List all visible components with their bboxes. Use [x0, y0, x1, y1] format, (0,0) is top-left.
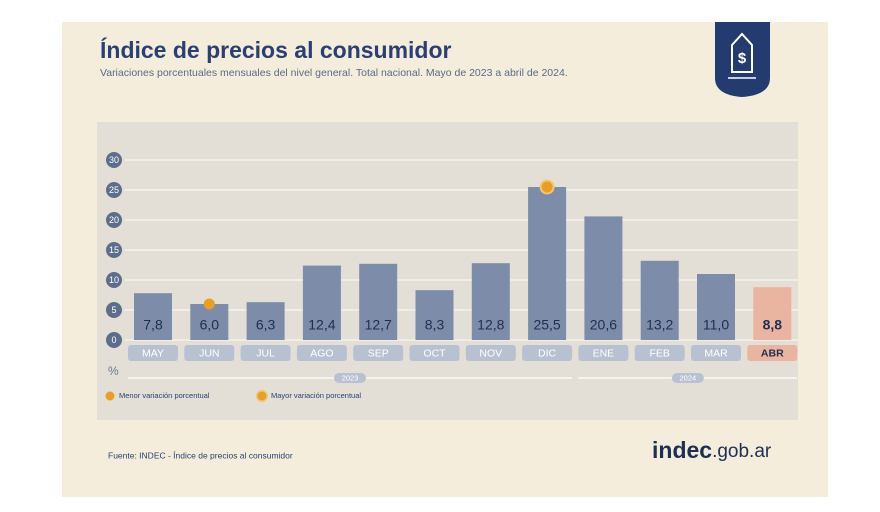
y-tick-label: 0 [111, 335, 116, 345]
value-label: 11,0 [703, 317, 729, 333]
x-tick-label: DIC [538, 347, 557, 359]
x-tick-label: FEB [649, 347, 669, 359]
category-pill [240, 345, 291, 361]
x-tick-label: NOV [479, 347, 502, 359]
value-label: 8,3 [425, 317, 445, 333]
brand-suffix: .gob.ar [712, 441, 772, 462]
category-pill [296, 345, 347, 361]
category-pill [634, 345, 685, 361]
bar [584, 216, 623, 340]
bar [697, 274, 735, 340]
bar [640, 260, 679, 340]
x-tick-label: OCT [423, 347, 446, 359]
bar [190, 304, 229, 340]
brand-main: indec [652, 437, 712, 463]
max-marker [541, 181, 553, 193]
y-tick-badge [106, 212, 122, 228]
category-pill [522, 345, 573, 361]
bar [471, 263, 510, 340]
bar [753, 287, 792, 340]
category-pill [409, 345, 460, 361]
category-pill [184, 345, 235, 361]
value-label: 12,8 [477, 317, 504, 333]
category-pill [128, 345, 178, 361]
x-tick-label: AGO [310, 347, 333, 359]
y-tick-badge [106, 242, 122, 258]
svg-text:$: $ [738, 50, 747, 67]
x-tick-label: ENE [593, 347, 615, 359]
group-label: 2024 [680, 373, 697, 382]
chart-subtitle: Variaciones porcentuales mensuales del n… [100, 67, 568, 79]
group-pill [671, 373, 704, 383]
y-tick-badge [106, 182, 122, 198]
category-pill [465, 345, 516, 361]
x-tick-label: MAR [704, 347, 728, 359]
category-pill [691, 345, 741, 361]
y-tick-badge [106, 152, 122, 168]
y-tick-badge [106, 302, 122, 318]
x-tick-label: JUN [199, 347, 219, 359]
y-tick-label: 15 [109, 245, 119, 255]
value-label: 12,7 [365, 317, 392, 333]
category-pill [747, 345, 798, 361]
legend-swatch [257, 391, 267, 401]
x-tick-label: SEP [368, 347, 389, 359]
x-tick-label: ABR [761, 347, 784, 359]
y-tick-label: 20 [109, 215, 119, 225]
y-tick-label: 10 [109, 275, 119, 285]
value-label: 13,2 [646, 317, 673, 333]
value-label: 12,4 [308, 317, 335, 333]
logo-icon: $ [715, 22, 770, 97]
value-label: 25,5 [533, 317, 560, 333]
chart-title: Índice de precios al consumidor [100, 36, 452, 63]
bar [528, 187, 567, 340]
legend-label: Menor variación porcentual [119, 391, 210, 400]
bar [134, 293, 172, 340]
x-tick-label: MAY [142, 347, 164, 359]
y-tick-label: 5 [111, 305, 116, 315]
x-tick-label: JUL [256, 347, 275, 359]
value-label: 6,3 [256, 317, 276, 333]
legend-swatch [105, 391, 115, 401]
value-label: 7,8 [143, 317, 163, 333]
chart-panel [97, 122, 798, 420]
value-label: 20,6 [590, 317, 617, 333]
y-axis-label: % [108, 364, 119, 378]
y-tick-badge [106, 332, 122, 348]
source: Fuente: INDEC - Índice de precios al con… [108, 450, 293, 460]
bar [415, 290, 454, 340]
brand: indec.gob.ar [652, 437, 772, 463]
y-tick-badge [106, 272, 122, 288]
category-pill [353, 345, 404, 361]
y-tick-label: 30 [109, 155, 119, 165]
bar [246, 302, 285, 340]
value-label: 8,8 [763, 317, 783, 333]
group-label: 2023 [342, 373, 359, 382]
value-label: 6,0 [200, 317, 220, 333]
category-pill [578, 345, 629, 361]
bar [359, 263, 398, 340]
legend-label: Mayor variación porcentual [271, 391, 361, 400]
group-pill [334, 373, 367, 383]
bar [302, 265, 341, 340]
min-marker [203, 298, 215, 310]
y-tick-label: 25 [109, 185, 119, 195]
